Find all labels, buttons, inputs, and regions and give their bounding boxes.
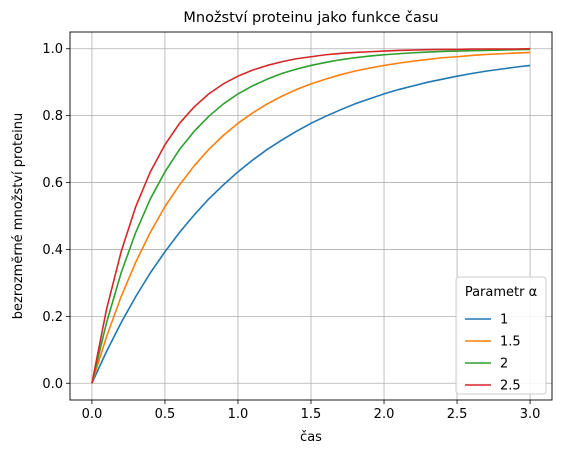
legend-label-0: 1 (500, 313, 508, 328)
x-tick-label: 1.0 (228, 407, 249, 422)
series-line-0 (91, 64, 531, 384)
legend-label-2: 2 (500, 357, 508, 372)
legend-label-1: 1.5 (500, 335, 521, 350)
legend-box (455, 276, 547, 395)
x-tick-label: 0.5 (155, 407, 176, 422)
x-tick-label: 3.0 (520, 407, 541, 422)
legend-label-3: 2.5 (500, 379, 521, 394)
x-tick-label: 2.0 (374, 407, 395, 422)
chart-title: Množství proteinu jako funkce času (183, 10, 438, 26)
y-tick-label: 0.4 (42, 243, 63, 258)
x-tick-label: 2.5 (447, 407, 468, 422)
y-tick-label: 0.6 (42, 176, 63, 191)
x-axis-ticks: 0.0 0.5 1.0 1.5 2.0 2.5 3.0 (82, 400, 541, 422)
series-line-3 (91, 47, 531, 384)
legend: Parametr α 1 1.5 2 2.5 (455, 276, 547, 395)
series-line-1 (91, 51, 531, 384)
series-lines (91, 47, 531, 384)
x-tick-label: 0.0 (82, 407, 103, 422)
y-tick-label: 0.8 (42, 109, 63, 124)
y-tick-label: 0.2 (42, 310, 63, 325)
x-tick-label: 1.5 (301, 407, 322, 422)
y-tick-label: 0.0 (42, 377, 63, 392)
y-axis-ticks: 0.0 0.2 0.4 0.6 0.8 1.0 (42, 42, 70, 392)
x-axis-label: čas (300, 430, 322, 445)
y-axis-label: bezrozměrné množství proteinu (11, 113, 26, 320)
y-tick-label: 1.0 (42, 42, 63, 57)
legend-title: Parametr α (465, 285, 537, 300)
series-line-2 (91, 48, 531, 384)
